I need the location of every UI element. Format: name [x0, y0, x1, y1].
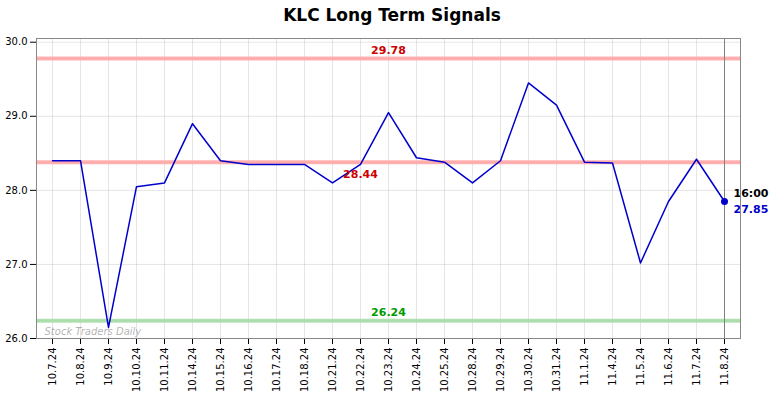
svg-text:29.0: 29.0	[5, 110, 27, 121]
svg-text:10.9.24: 10.9.24	[103, 348, 114, 386]
svg-text:10.31.24: 10.31.24	[551, 348, 562, 393]
svg-text:10.24.24: 10.24.24	[411, 348, 422, 393]
svg-text:27.0: 27.0	[5, 259, 27, 270]
svg-text:10.8.24: 10.8.24	[75, 348, 86, 386]
svg-text:11.6.24: 11.6.24	[663, 348, 674, 386]
svg-text:10.11.24: 10.11.24	[159, 348, 170, 393]
svg-text:Stock Traders Daily: Stock Traders Daily	[45, 326, 143, 337]
svg-text:11.1.24: 11.1.24	[579, 348, 590, 386]
svg-text:10.21.24: 10.21.24	[327, 348, 338, 393]
svg-text:10.10.24: 10.10.24	[131, 348, 142, 393]
svg-text:28.44: 28.44	[343, 168, 378, 181]
html-text:KLC Long Term Signals: KLC Long Term Signals	[283, 5, 501, 25]
svg-text:29.78: 29.78	[371, 44, 406, 57]
svg-text:28.0: 28.0	[5, 185, 27, 196]
svg-text:10.25.24: 10.25.24	[439, 348, 450, 393]
svg-text:11.8.24: 11.8.24	[719, 348, 730, 386]
svg-text:27.85: 27.85	[734, 203, 769, 216]
svg-text:30.0: 30.0	[5, 36, 27, 47]
svg-text:10.28.24: 10.28.24	[467, 348, 478, 393]
svg-text:26.24: 26.24	[371, 306, 406, 319]
svg-text:10.7.24: 10.7.24	[47, 348, 58, 386]
svg-text:11.5.24: 11.5.24	[635, 348, 646, 386]
svg-text:10.22.24: 10.22.24	[355, 348, 366, 393]
svg-text:26.0: 26.0	[5, 333, 27, 344]
svg-text:10.23.24: 10.23.24	[383, 348, 394, 393]
svg-text:10.18.24: 10.18.24	[299, 348, 310, 393]
svg-text:10.30.24: 10.30.24	[523, 348, 534, 393]
svg-text:10.29.24: 10.29.24	[495, 348, 506, 393]
svg-text:11.7.24: 11.7.24	[691, 348, 702, 386]
svg-text:16:00: 16:00	[734, 187, 769, 200]
svg-text:10.15.24: 10.15.24	[215, 348, 226, 393]
svg-text:10.14.24: 10.14.24	[187, 348, 198, 393]
svg-text:10.16.24: 10.16.24	[243, 348, 254, 393]
svg-text:11.4.24: 11.4.24	[607, 348, 618, 386]
svg-text:10.17.24: 10.17.24	[271, 348, 282, 393]
